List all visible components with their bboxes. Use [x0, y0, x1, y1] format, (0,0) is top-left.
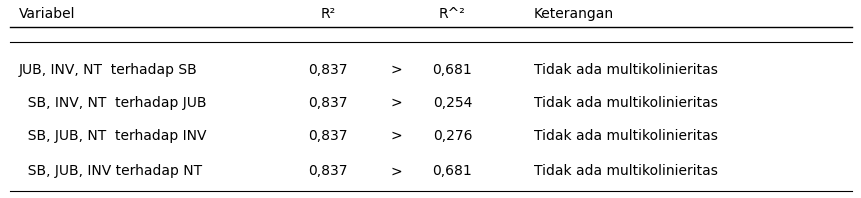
Text: SB, INV, NT  terhadap JUB: SB, INV, NT terhadap JUB [19, 96, 206, 110]
Text: >: > [390, 63, 402, 77]
Text: Variabel: Variabel [19, 7, 75, 21]
Text: Tidak ada multikolinieritas: Tidak ada multikolinieritas [534, 96, 717, 110]
Text: 0,254: 0,254 [432, 96, 472, 110]
Text: Tidak ada multikolinieritas: Tidak ada multikolinieritas [534, 164, 717, 178]
Text: SB, JUB, NT  terhadap INV: SB, JUB, NT terhadap INV [19, 129, 206, 143]
Text: 0,837: 0,837 [307, 63, 347, 77]
Text: SB, JUB, INV terhadap NT: SB, JUB, INV terhadap NT [19, 164, 201, 178]
Text: R²: R² [320, 7, 335, 21]
Text: Tidak ada multikolinieritas: Tidak ada multikolinieritas [534, 129, 717, 143]
Text: >: > [390, 129, 402, 143]
Text: Keterangan: Keterangan [534, 7, 614, 21]
Text: 0,276: 0,276 [432, 129, 472, 143]
Text: JUB, INV, NT  terhadap SB: JUB, INV, NT terhadap SB [19, 63, 197, 77]
Text: Tidak ada multikolinieritas: Tidak ada multikolinieritas [534, 63, 717, 77]
Text: 0,837: 0,837 [307, 96, 347, 110]
Text: 0,837: 0,837 [307, 164, 347, 178]
Text: R^²: R^² [438, 7, 465, 21]
Text: 0,681: 0,681 [432, 164, 472, 178]
Text: >: > [390, 96, 402, 110]
Text: 0,837: 0,837 [307, 129, 347, 143]
Text: >: > [390, 164, 402, 178]
Text: 0,681: 0,681 [432, 63, 472, 77]
